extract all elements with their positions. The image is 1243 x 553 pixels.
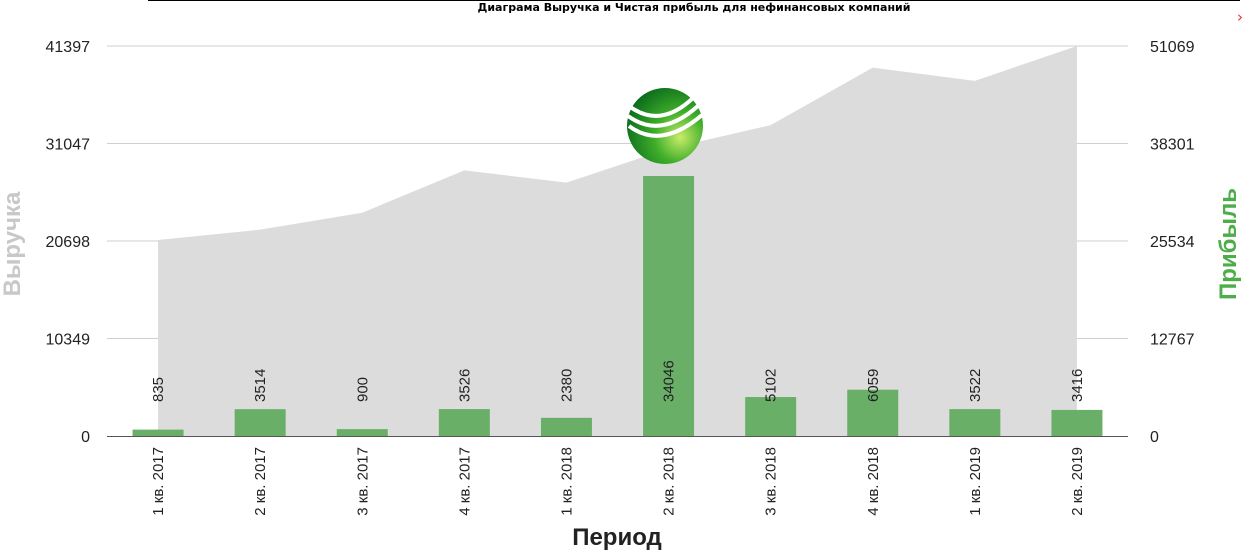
revenue-area bbox=[158, 46, 1077, 436]
chevron-right-icon[interactable]: › bbox=[1237, 8, 1243, 26]
profit-bar bbox=[336, 429, 388, 436]
category-label: 2 кв. 2018 bbox=[661, 447, 678, 516]
y-left-tick-label: 0 bbox=[81, 429, 90, 446]
category-label: 1 кв. 2018 bbox=[558, 447, 575, 516]
profit-bar bbox=[1051, 409, 1103, 436]
bar-value-label: 900 bbox=[354, 377, 371, 402]
bar-value-label: 3416 bbox=[1069, 369, 1086, 402]
y-left-tick-label: 10349 bbox=[46, 332, 91, 349]
y-right-tick-label: 25534 bbox=[1150, 234, 1195, 251]
category-label: 2 кв. 2017 bbox=[252, 447, 269, 516]
category-label: 3 кв. 2018 bbox=[763, 447, 780, 516]
category-label: 3 кв. 2017 bbox=[354, 447, 371, 516]
y-axis-right-title: Прибыль bbox=[1215, 188, 1242, 300]
y-right-tick-label: 38301 bbox=[1150, 137, 1195, 154]
bar-value-label: 3514 bbox=[252, 369, 269, 402]
bar-value-label: 3522 bbox=[967, 369, 984, 402]
category-label: 1 кв. 2017 bbox=[150, 447, 167, 516]
title-rule bbox=[148, 0, 1240, 1]
category-labels: 1 кв. 2017 2 кв. 2017 3 кв. 2017 4 кв. 2017… bbox=[150, 447, 1086, 516]
y-left-tick-label: 20698 bbox=[46, 234, 91, 251]
bar-value-label: 3526 bbox=[456, 369, 473, 402]
bar-value-label: 5102 bbox=[763, 369, 780, 402]
x-axis-title: Период bbox=[572, 524, 662, 551]
chart-title: Диаграма Выручка и Чистая прибыль для не… bbox=[477, 1, 911, 14]
profit-bar bbox=[540, 417, 592, 436]
profit-bar bbox=[234, 409, 286, 436]
y-right-tick-label: 12767 bbox=[1150, 332, 1195, 349]
profit-bar bbox=[438, 409, 490, 436]
y-left-tick-label: 31047 bbox=[46, 137, 91, 154]
left-axis-ticks: 0 10349 20698 31047 41397 bbox=[46, 39, 91, 446]
profit-bar bbox=[949, 409, 1001, 436]
profit-bar bbox=[643, 176, 695, 436]
y-right-tick-label: 0 bbox=[1150, 429, 1159, 446]
bar-value-label: 835 bbox=[150, 377, 167, 402]
profit-bar bbox=[847, 389, 899, 436]
bar-value-label: 6059 bbox=[865, 369, 882, 402]
category-label: 4 кв. 2018 bbox=[865, 447, 882, 516]
y-axis-left-title: Выручка bbox=[0, 191, 26, 296]
sberbank-logo-icon bbox=[626, 88, 704, 164]
bar-value-labels: 835 3514 900 3526 2380 34046 5102 6059 3522 3416 bbox=[150, 360, 1086, 402]
category-label: 2 кв. 2019 bbox=[1069, 447, 1086, 516]
profit-bar bbox=[132, 429, 184, 436]
y-right-tick-label: 51069 bbox=[1150, 39, 1195, 56]
bar-value-label: 34046 bbox=[661, 360, 678, 402]
profit-bar bbox=[745, 397, 797, 436]
revenue-area-layer bbox=[158, 46, 1077, 436]
bar-value-label: 2380 bbox=[558, 369, 575, 402]
category-label: 4 кв. 2017 bbox=[456, 447, 473, 516]
y-left-tick-label: 41397 bbox=[46, 39, 91, 56]
right-axis-ticks: 0 12767 25534 38301 51069 bbox=[1150, 39, 1195, 446]
category-label: 1 кв. 2019 bbox=[967, 447, 984, 516]
profit-bars-layer bbox=[132, 176, 1103, 436]
